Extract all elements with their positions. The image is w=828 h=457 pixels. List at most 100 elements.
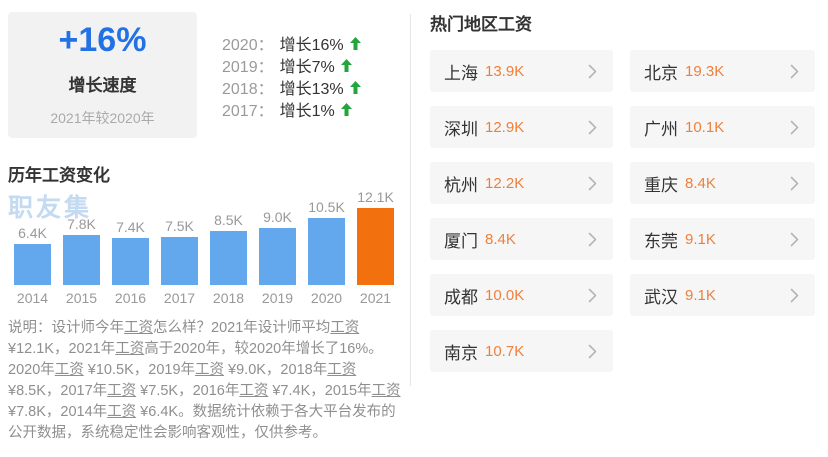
bar-value-label: 7.8K: [67, 216, 96, 232]
yearly-growth-row: 2020： 增长16%: [222, 32, 361, 54]
city-salary-card[interactable]: 杭州 12.2K: [430, 162, 613, 204]
bar-year-label: 2017: [163, 290, 196, 306]
desc-segment: ¥6.4K。数据统计依赖于各大平台发布的公开数据，系统稳定性会影响客观性，仅供参…: [8, 404, 396, 441]
salary-link[interactable]: 工资: [371, 383, 401, 399]
chevron-right-icon: [790, 288, 799, 303]
city-salary-card[interactable]: 南京 10.7K: [430, 330, 613, 372]
city-name: 成都: [444, 287, 478, 307]
city-salary: 9.1K: [685, 230, 716, 248]
salary-link[interactable]: 工资: [327, 362, 357, 378]
desc-segment: ¥12.1K，2021年: [8, 341, 116, 357]
desc-segment: ¥10.5K，2019年: [83, 362, 196, 378]
city-salary: 10.1K: [685, 118, 725, 136]
bar: [210, 231, 247, 285]
bar-value-label: 7.5K: [165, 218, 194, 234]
bar-year-label: 2020: [310, 290, 343, 306]
chevron-right-icon: [588, 288, 597, 303]
yearly-growth-list: 2020： 增长16% 2019： 增长7% 2018： 增长13% 2017：…: [222, 32, 361, 120]
growth-compare-period: 2021年较2020年: [50, 110, 155, 127]
bar-value-label: 7.4K: [116, 219, 145, 235]
city-salary-card[interactable]: 深圳 12.9K: [430, 106, 613, 148]
salary-link[interactable]: 工资: [115, 341, 145, 357]
city-salary-card[interactable]: 东莞 9.1K: [630, 218, 815, 260]
chevron-right-icon: [588, 344, 597, 359]
chart-column: 7.8K 2015: [57, 186, 106, 306]
city-name: 杭州: [444, 175, 478, 195]
desc-segment: ¥7.8K，2014年: [8, 404, 108, 420]
city-salary-card[interactable]: 上海 13.9K: [430, 50, 613, 92]
city-name: 南京: [444, 343, 478, 363]
city-salary: 8.4K: [685, 174, 716, 192]
bar-value-label: 6.4K: [18, 225, 47, 241]
chart-column: 8.5K 2018: [204, 186, 253, 306]
salary-bar-chart: 6.4K 2014 7.8K 2015 7.4K 2016 7.5K 2017 …: [8, 186, 400, 306]
salary-link[interactable]: 工资: [330, 320, 360, 336]
chart-column: 6.4K 2014: [8, 186, 57, 306]
up-arrow-icon: [340, 58, 352, 72]
growth-text: 增长13%: [279, 81, 344, 98]
desc-segment: 怎么样？2021年设计师平均: [153, 320, 331, 336]
city-name: 上海: [444, 63, 478, 83]
bar-year-label: 2019: [261, 290, 294, 306]
salary-description: 说明：设计师今年工资怎么样？2021年设计师平均工资 ¥12.1K，2021年工…: [8, 318, 404, 444]
bar-year-label: 2014: [16, 290, 49, 306]
yearly-growth-row: 2019： 增长7%: [222, 54, 361, 76]
salary-link[interactable]: 工资: [54, 362, 84, 378]
chevron-right-icon: [588, 64, 597, 79]
chevron-right-icon: [588, 232, 597, 247]
up-arrow-icon: [340, 102, 352, 116]
yearly-growth-row: 2017： 增长1%: [222, 98, 361, 120]
growth-percentage: +16%: [58, 20, 147, 59]
bar-year-label: 2018: [212, 290, 245, 306]
bar-value-label: 8.5K: [214, 212, 243, 228]
city-name: 广州: [644, 119, 678, 139]
growth-text: 增长1%: [279, 103, 335, 120]
bar-year-label: 2021: [359, 290, 392, 306]
city-salary-card[interactable]: 重庆 8.4K: [630, 162, 815, 204]
salary-link[interactable]: 工资: [239, 383, 269, 399]
city-salary: 8.4K: [485, 230, 516, 248]
city-salary-card[interactable]: 成都 10.0K: [430, 274, 613, 316]
desc-segment: 高于2020年，较2020年增长了16%。2020年: [8, 341, 383, 378]
bar: [259, 228, 296, 285]
bar: [14, 244, 51, 285]
desc-segment: ¥9.0K，2018年: [224, 362, 328, 378]
city-salary-card[interactable]: 广州 10.1K: [630, 106, 815, 148]
desc-segment: 说明：设计师今年: [8, 320, 124, 336]
hot-regions-panel: 热门地区工资 上海 13.9K 北京 19.3K 深圳 12.9K 广州 10.…: [430, 10, 820, 372]
chevron-right-icon: [588, 120, 597, 135]
desc-segment: ¥7.5K，2016年: [136, 383, 240, 399]
hot-regions-title: 热门地区工资: [430, 15, 532, 34]
city-salary: 12.2K: [485, 174, 525, 192]
city-name: 厦门: [444, 231, 478, 251]
city-salary: 12.9K: [485, 118, 525, 136]
salary-link[interactable]: 工资: [124, 320, 153, 336]
city-salary-card[interactable]: 北京 19.3K: [630, 50, 815, 92]
salary-link[interactable]: 工资: [107, 383, 137, 399]
growth-year: 2018：: [222, 81, 274, 98]
watermark-logo: 职友集: [8, 194, 93, 222]
bar: [112, 238, 149, 285]
up-arrow-icon: [349, 36, 361, 50]
chart-title: 历年工资变化: [8, 166, 110, 185]
chart-column: 7.4K 2016: [106, 186, 155, 306]
salary-link[interactable]: 工资: [107, 404, 137, 420]
city-salary: 9.1K: [685, 286, 716, 304]
salary-link[interactable]: 工资: [195, 362, 225, 378]
bar: [357, 208, 394, 285]
city-name: 东莞: [644, 231, 678, 251]
growth-label: 增长速度: [68, 76, 137, 96]
growth-year: 2019：: [222, 59, 274, 76]
desc-segment: ¥7.4K，2015年: [268, 383, 372, 399]
chart-column: 9.0K 2019: [253, 186, 302, 306]
chevron-right-icon: [790, 64, 799, 79]
bar-year-label: 2015: [65, 290, 98, 306]
city-name: 武汉: [644, 287, 678, 307]
chart-column: 10.5K 2020: [302, 186, 351, 306]
chart-column: 7.5K 2017: [155, 186, 204, 306]
city-name: 北京: [644, 63, 678, 83]
bar: [308, 218, 345, 285]
desc-segment: ¥8.5K，2017年: [8, 383, 108, 399]
city-salary-card[interactable]: 厦门 8.4K: [430, 218, 613, 260]
city-salary-card[interactable]: 武汉 9.1K: [630, 274, 815, 316]
